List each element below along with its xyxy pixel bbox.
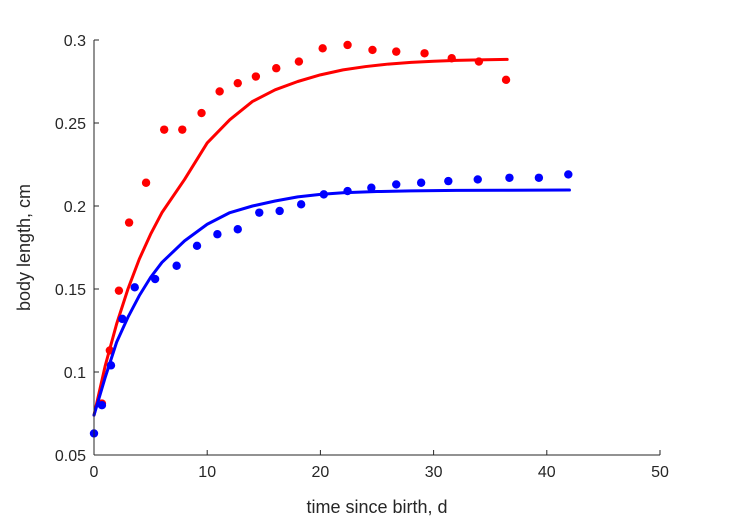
data-point — [368, 45, 377, 55]
data-point — [294, 57, 304, 66]
data-point — [473, 175, 482, 184]
data-point — [534, 173, 544, 182]
fit-curve — [92, 57, 509, 417]
x-tick-label: 10 — [198, 464, 216, 481]
y-tick-label: 0.1 — [64, 365, 86, 382]
y-tick-label: 0.25 — [55, 116, 86, 133]
data-point — [501, 75, 511, 85]
data-point — [564, 170, 573, 179]
data-point — [392, 47, 401, 56]
data-point — [318, 44, 327, 53]
data-point — [97, 401, 107, 410]
x-tick-label: 20 — [312, 464, 330, 481]
data-point — [392, 180, 401, 189]
y-axis-label: body length, cm — [14, 184, 34, 311]
data-point — [272, 64, 281, 73]
x-tick-label: 30 — [425, 464, 443, 481]
data-point — [213, 230, 222, 239]
y-tick-label: 0.2 — [64, 199, 86, 216]
data-point — [114, 286, 124, 295]
data-point — [192, 241, 202, 251]
x-tick-label: 40 — [538, 464, 556, 481]
data-point — [150, 274, 160, 284]
data-point — [130, 283, 139, 292]
x-tick-label: 50 — [651, 464, 669, 481]
series-1 — [89, 170, 573, 438]
data-point — [215, 87, 224, 96]
data-point — [420, 49, 429, 58]
data-point — [444, 176, 453, 186]
y-tick-label: 0.15 — [55, 282, 86, 299]
data-point — [275, 206, 284, 216]
y-ticks: 0.05 0.1 0.15 0.2 0.25 0.3 — [55, 33, 99, 465]
data-point — [172, 261, 181, 270]
data-point — [505, 173, 514, 182]
data-point — [233, 225, 242, 234]
data-point — [296, 200, 306, 209]
data-point — [255, 208, 264, 217]
data-point — [159, 125, 169, 134]
data-point — [416, 178, 426, 187]
data-point — [124, 218, 134, 227]
data-point — [178, 125, 187, 134]
series-0 — [92, 40, 511, 417]
data-point — [197, 108, 206, 118]
data-point — [141, 178, 151, 187]
fit-curve — [92, 188, 571, 417]
y-tick-label: 0.05 — [55, 448, 86, 465]
plot-area — [89, 40, 573, 438]
data-point — [367, 183, 376, 192]
data-point — [118, 314, 127, 324]
data-point — [233, 78, 242, 88]
x-axis-label: time since birth, d — [306, 497, 447, 517]
x-tick-label: 0 — [90, 464, 99, 481]
data-point — [251, 72, 261, 81]
y-tick-label: 0.3 — [64, 33, 86, 50]
data-point — [343, 40, 352, 50]
x-ticks: 0 10 20 30 40 50 — [90, 450, 669, 481]
